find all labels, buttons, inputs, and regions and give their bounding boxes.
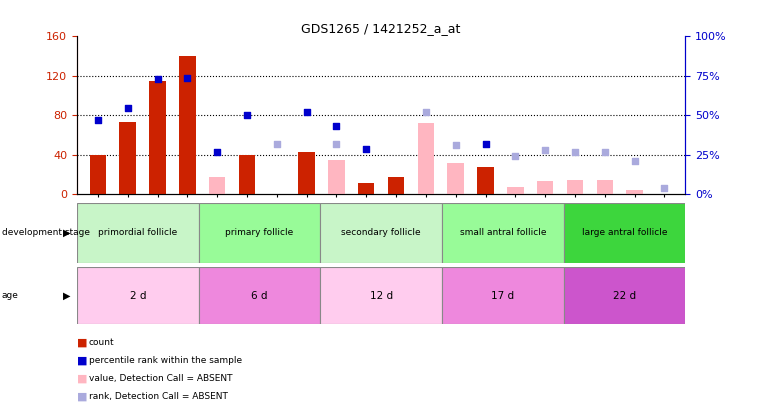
Text: value, Detection Call = ABSENT: value, Detection Call = ABSENT	[89, 374, 232, 383]
Point	[330, 123, 343, 130]
Text: ▶: ▶	[63, 291, 71, 301]
Point	[569, 149, 581, 155]
Bar	[564, 267, 685, 324]
Bar	[417, 123, 434, 194]
Text: 17 d: 17 d	[491, 291, 514, 301]
Point	[480, 141, 492, 147]
Text: count: count	[89, 338, 114, 347]
Bar	[627, 190, 643, 194]
Bar	[179, 56, 196, 194]
Point	[330, 141, 343, 147]
Bar	[77, 202, 199, 263]
Bar	[388, 177, 404, 194]
Text: ■: ■	[77, 392, 88, 402]
Point	[539, 147, 551, 153]
Text: secondary follicle: secondary follicle	[341, 228, 421, 237]
Point	[598, 149, 611, 155]
Text: primordial follicle: primordial follicle	[99, 228, 177, 237]
Bar	[320, 267, 442, 324]
Text: primary follicle: primary follicle	[226, 228, 293, 237]
Bar	[77, 267, 199, 324]
Bar	[442, 202, 564, 263]
Text: age: age	[2, 291, 18, 300]
Bar	[199, 202, 320, 263]
Bar	[209, 177, 226, 194]
Bar	[507, 186, 524, 194]
Bar	[320, 202, 442, 263]
Bar	[239, 155, 255, 194]
Bar	[89, 155, 106, 194]
Bar	[537, 181, 554, 194]
Text: development stage: development stage	[2, 228, 89, 237]
Bar	[442, 267, 564, 324]
Text: small antral follicle: small antral follicle	[460, 228, 546, 237]
Text: ■: ■	[77, 337, 88, 347]
Point	[628, 158, 641, 164]
Bar	[328, 160, 345, 194]
Text: ■: ■	[77, 356, 88, 365]
Point	[658, 185, 671, 191]
Point	[450, 142, 462, 149]
Text: percentile rank within the sample: percentile rank within the sample	[89, 356, 242, 365]
Bar	[299, 152, 315, 194]
Bar	[199, 267, 320, 324]
Bar	[567, 179, 583, 194]
Text: large antral follicle: large antral follicle	[581, 228, 668, 237]
Point	[509, 153, 521, 160]
Point	[92, 117, 104, 124]
Bar	[447, 163, 464, 194]
Point	[152, 76, 164, 82]
Bar	[149, 81, 166, 194]
Point	[270, 141, 283, 147]
Text: rank, Detection Call = ABSENT: rank, Detection Call = ABSENT	[89, 392, 227, 401]
Bar	[477, 167, 494, 194]
Point	[181, 74, 193, 81]
Text: ■: ■	[77, 374, 88, 384]
Point	[241, 112, 253, 119]
Bar	[119, 122, 136, 194]
Bar	[597, 179, 613, 194]
Text: ▶: ▶	[63, 228, 71, 238]
Bar	[358, 183, 374, 194]
Text: 22 d: 22 d	[613, 291, 636, 301]
Text: 6 d: 6 d	[251, 291, 268, 301]
Bar	[564, 202, 685, 263]
Point	[300, 109, 313, 115]
Text: 12 d: 12 d	[370, 291, 393, 301]
Title: GDS1265 / 1421252_a_at: GDS1265 / 1421252_a_at	[302, 22, 460, 35]
Point	[122, 104, 134, 111]
Point	[420, 109, 432, 115]
Point	[211, 149, 223, 155]
Point	[360, 145, 373, 152]
Text: 2 d: 2 d	[129, 291, 146, 301]
